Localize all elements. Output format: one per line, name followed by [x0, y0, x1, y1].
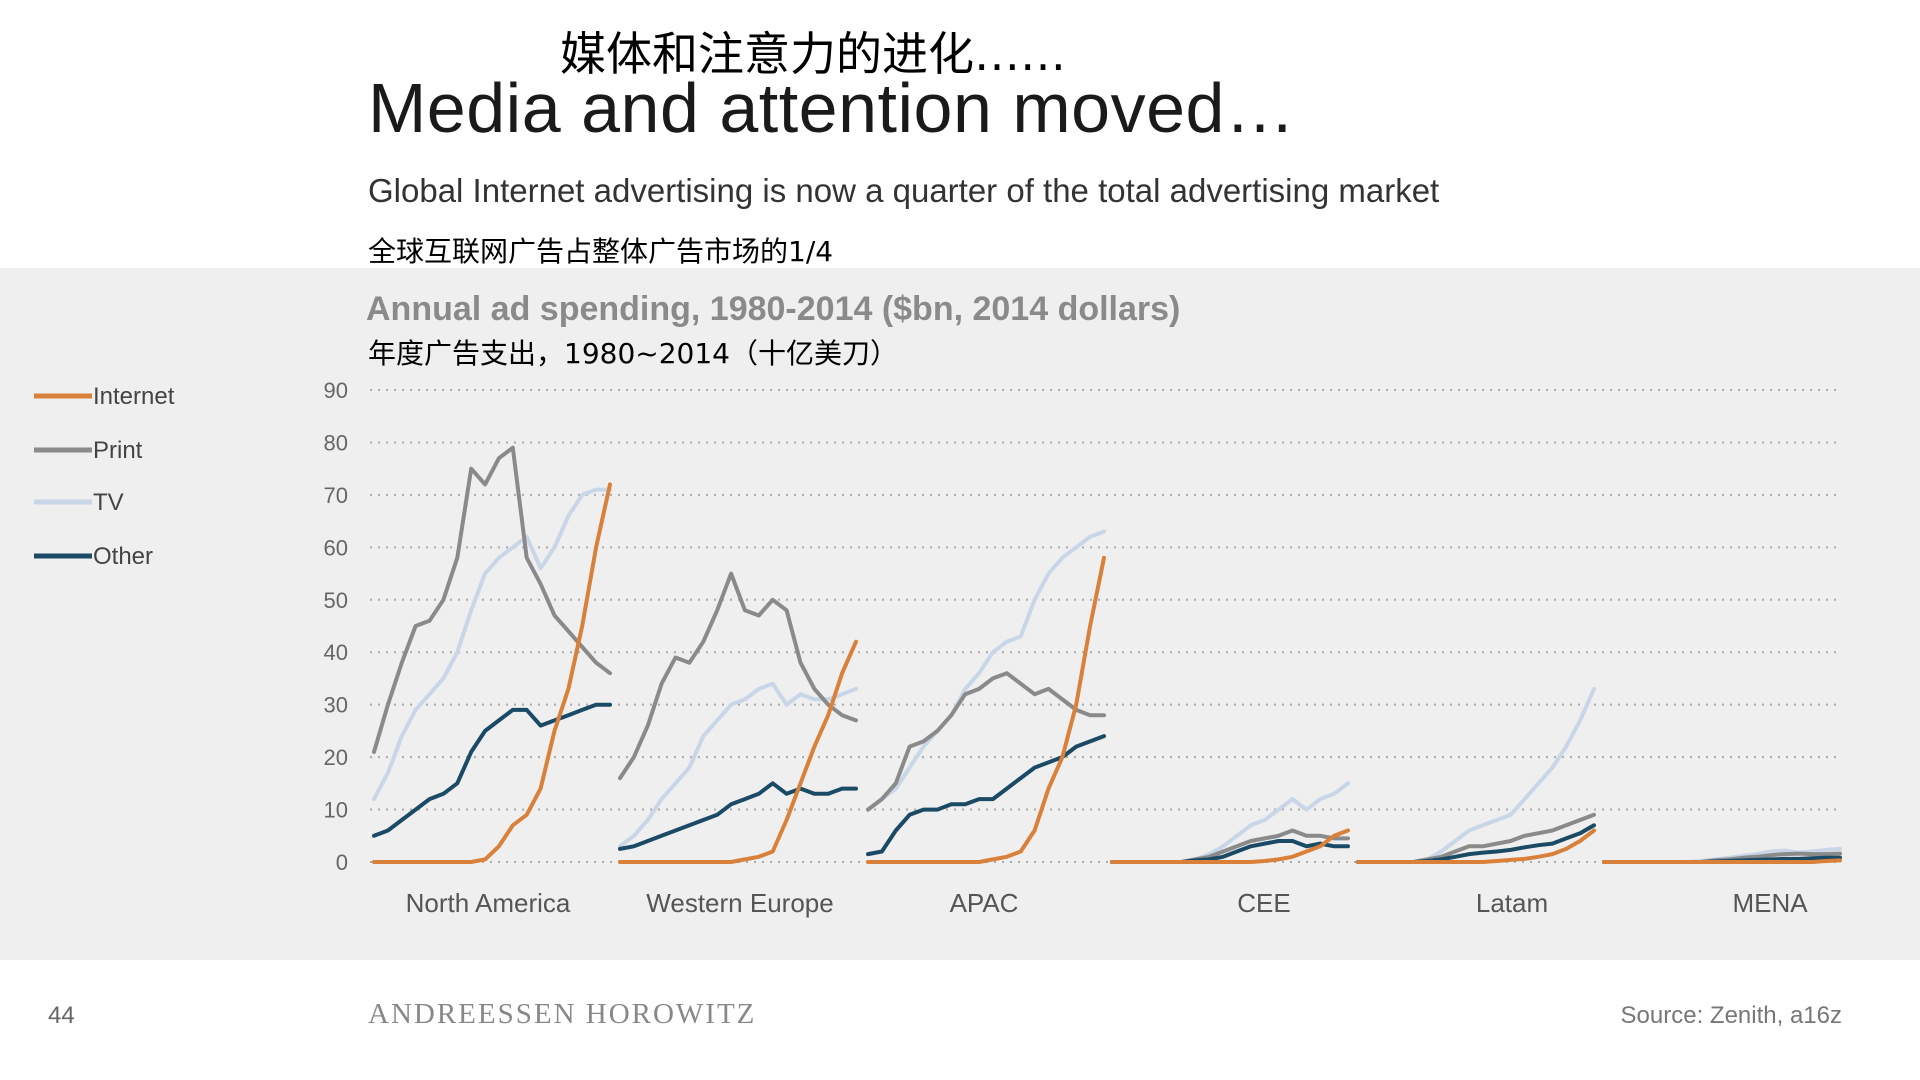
legend-label-internet: Internet [93, 383, 175, 410]
region-cee [1110, 781, 1350, 864]
line-cee-internet [1110, 828, 1350, 864]
line-latam-internet [1356, 828, 1596, 864]
line-western-europe-other [618, 781, 858, 851]
line-latam-other [1356, 823, 1596, 864]
region-latam [1356, 686, 1596, 864]
chinese-subtitle: 全球互联网广告占整体广告市场的1/4 [368, 235, 834, 268]
chinese-title: 媒体和注意力的进化…… [560, 27, 1066, 81]
slide-title: Media and attention moved… [368, 69, 1296, 147]
x-label-cee: CEE [1237, 888, 1290, 918]
legend-label-print: Print [93, 437, 143, 464]
line-north-america-tv [372, 487, 612, 802]
line-apac-print [866, 671, 1106, 812]
slide-subtitle: Global Internet advertising is now a qua… [368, 172, 1440, 209]
line-apac-tv [866, 529, 1106, 812]
region-mena [1602, 846, 1842, 864]
line-mena-internet [1602, 858, 1842, 864]
brand-logo-text: ANDREESSEN HOROWITZ [368, 998, 757, 1030]
source-note: Source: Zenith, a16z [1620, 1002, 1842, 1029]
y-tick-label-60: 60 [324, 535, 348, 560]
line-north-america-internet [372, 482, 612, 864]
y-axis-ticks: 0 10 20 30 40 50 60 70 80 90 [324, 378, 348, 875]
y-tick-label-80: 80 [324, 430, 348, 455]
y-tick-label-20: 20 [324, 745, 348, 770]
legend-label-tv: TV [93, 489, 124, 516]
line-cee-other [1110, 839, 1350, 864]
y-tick-label-70: 70 [324, 483, 348, 508]
x-label-north-america: North America [406, 888, 571, 918]
line-north-america-print [372, 445, 612, 754]
chart-panel [0, 268, 1920, 960]
region-labels: North America Western Europe APAC CEE Latam M… [406, 888, 1809, 918]
x-label-apac: APAC [950, 888, 1019, 918]
y-tick-label-0: 0 [336, 850, 348, 875]
page-number: 44 [48, 1002, 75, 1029]
y-tick-label-90: 90 [324, 378, 348, 403]
x-label-latam: Latam [1476, 888, 1548, 918]
region-north-america [372, 445, 612, 864]
x-label-mena: MENA [1732, 888, 1808, 918]
y-tick-label-50: 50 [324, 588, 348, 613]
line-apac-other [866, 734, 1106, 857]
line-apac-internet [866, 555, 1106, 864]
line-north-america-other [372, 702, 612, 838]
chart-title: Annual ad spending, 1980-2014 ($bn, 2014… [366, 290, 1181, 328]
line-western-europe-print [618, 571, 858, 781]
legend-label-other: Other [93, 543, 153, 570]
line-western-europe-internet [618, 639, 858, 864]
series-lines [372, 445, 1842, 864]
y-tick-label-10: 10 [324, 798, 348, 823]
legend: Internet Print TV Other [34, 383, 175, 570]
line-latam-tv [1356, 686, 1596, 864]
grid-lines [370, 389, 1840, 863]
x-label-western-europe: Western Europe [646, 888, 833, 918]
chart-chinese-title: 年度广告支出，1980~2014（十亿美刀） [368, 337, 898, 370]
region-apac [866, 529, 1106, 864]
y-tick-label-30: 30 [324, 693, 348, 718]
line-western-europe-tv [618, 681, 858, 849]
region-western-europe [618, 571, 858, 864]
y-tick-label-40: 40 [324, 640, 348, 665]
